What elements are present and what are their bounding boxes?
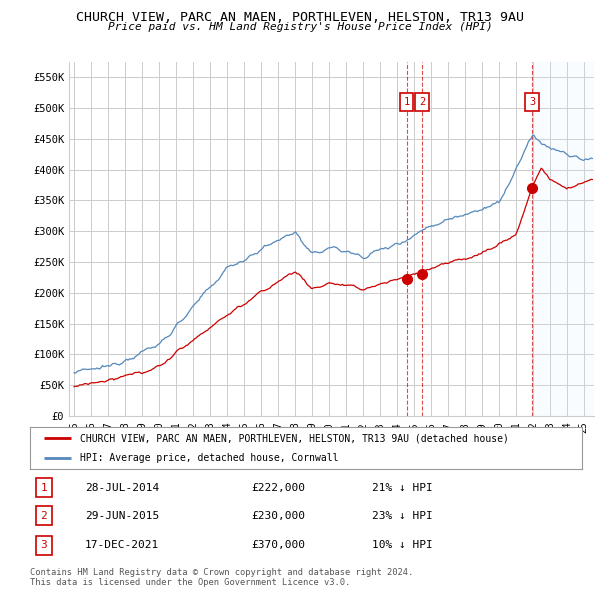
Text: 1: 1 [403,97,410,107]
Text: 28-JUL-2014: 28-JUL-2014 [85,483,160,493]
Text: 1: 1 [40,483,47,493]
Bar [532,62,594,416]
Text: HPI: Average price, detached house, Cornwall: HPI: Average price, detached house, Corn… [80,454,338,463]
Text: £230,000: £230,000 [251,511,305,521]
Text: CHURCH VIEW, PARC AN MAEN, PORTHLEVEN, HELSTON, TR13 9AU (detached house): CHURCH VIEW, PARC AN MAEN, PORTHLEVEN, H… [80,434,509,444]
Text: Contains HM Land Registry data © Crown copyright and database right 2024.
This d: Contains HM Land Registry data © Crown c… [30,568,413,587]
Text: Price paid vs. HM Land Registry's House Price Index (HPI): Price paid vs. HM Land Registry's House … [107,22,493,32]
Text: 29-JUN-2015: 29-JUN-2015 [85,511,160,521]
Text: 23% ↓ HPI: 23% ↓ HPI [372,511,433,521]
Text: £370,000: £370,000 [251,540,305,550]
Text: 10% ↓ HPI: 10% ↓ HPI [372,540,433,550]
Text: £222,000: £222,000 [251,483,305,493]
Text: 2: 2 [419,97,425,107]
Text: 17-DEC-2021: 17-DEC-2021 [85,540,160,550]
Text: 3: 3 [529,97,535,107]
Text: 2: 2 [40,511,47,521]
Text: CHURCH VIEW, PARC AN MAEN, PORTHLEVEN, HELSTON, TR13 9AU: CHURCH VIEW, PARC AN MAEN, PORTHLEVEN, H… [76,11,524,24]
Text: 3: 3 [40,540,47,550]
Text: 21% ↓ HPI: 21% ↓ HPI [372,483,433,493]
